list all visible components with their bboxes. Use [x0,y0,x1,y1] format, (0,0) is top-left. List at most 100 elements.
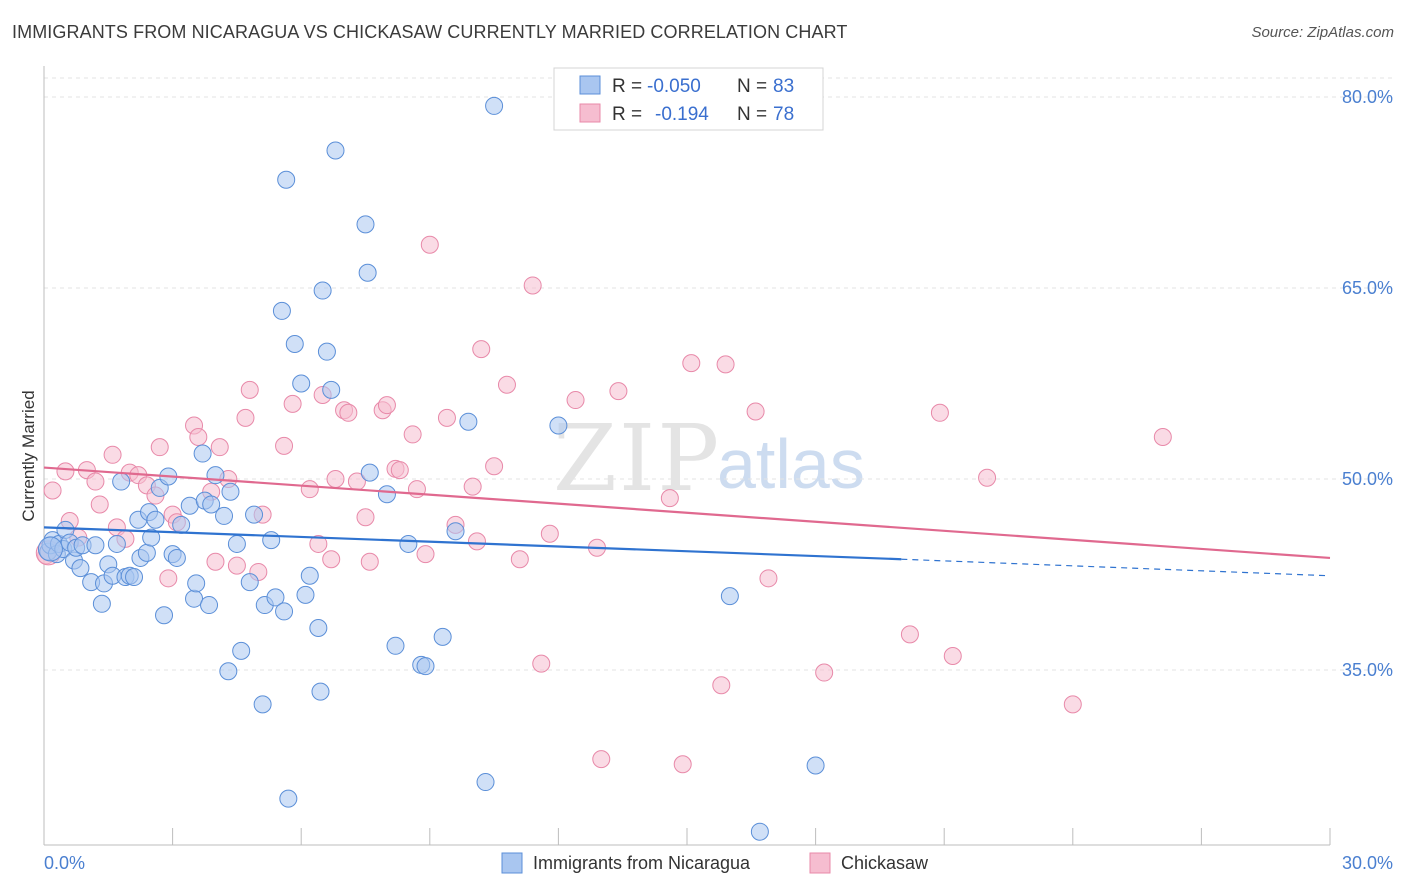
nicaragua-trend-line [43,526,902,561]
nicaragua-point [358,263,377,282]
nicaragua-point [71,559,90,578]
nicaragua-point [219,662,238,681]
nicaragua-point [155,606,174,625]
nicaragua-point [377,485,396,504]
chickasaw-point [90,495,109,514]
chickasaw-point [210,438,229,457]
nicaragua-point [549,416,568,435]
nicaragua-point [266,588,285,607]
chickasaw-point [930,403,949,422]
chickasaw-point [420,235,439,254]
chickasaw-point [227,556,246,575]
y-tick-label: 80.0% [1342,87,1393,107]
legend-r-value-1: -0.050 [647,76,701,97]
watermark: ZIP atlas [553,405,865,512]
series-legend: Immigrants from Nicaragua Chickasaw [501,852,929,874]
series-label-chickasaw: Chickasaw [841,853,929,873]
chickasaw-point [56,462,75,481]
chickasaw-point [943,646,962,665]
chickasaw-point [240,380,259,399]
nicaragua-point [215,506,234,525]
source-credit: Source: ZipAtlas.com [1251,24,1394,41]
nicaragua-point [360,463,379,482]
legend-n-value-2: 78 [773,104,794,125]
nicaragua-point-cluster [37,536,63,562]
chickasaw-point [377,396,396,415]
chickasaw-point [322,550,341,569]
nicaragua-point [253,695,272,714]
chickasaw-point [189,427,208,446]
chickasaw-point [609,382,628,401]
nicaragua-point [476,773,495,792]
chickasaw-point [540,524,559,543]
chickasaw-point [467,532,486,551]
chickasaw-point [236,408,255,427]
nicaragua-point [185,589,204,608]
chickasaw-trend-line [43,466,1331,560]
nicaragua-point [227,534,246,553]
chickasaw-point [339,403,358,422]
legend-r-value-2: -0.194 [655,104,709,125]
chickasaw-point [523,276,542,295]
nicaragua-point [262,531,281,550]
legend-r-label-2: R = [612,104,642,125]
chickasaw-point [746,402,765,421]
nicaragua-point [459,412,478,431]
chickasaw-point [497,375,516,394]
nicaragua-point [277,170,296,189]
chickasaw-point [43,481,62,500]
chickasaw-point [532,654,551,673]
nicaragua-point [317,342,336,361]
y-tick-labels: 35.0% 50.0% 65.0% 80.0% [1342,87,1393,680]
nicaragua-point [92,594,111,613]
nicaragua-point [356,215,375,234]
nicaragua-point [112,472,131,491]
chickasaw-point [1063,695,1082,714]
chickasaw-point [759,569,778,588]
nicaragua-point [285,335,304,354]
chickasaw-point [356,508,375,527]
chickasaw-point [815,663,834,682]
nicaragua-point [200,596,219,615]
chickasaw-point [673,755,692,774]
chickasaw-point [403,425,422,444]
nicaragua-point [137,543,156,562]
chickasaw-point [566,391,585,410]
chickasaw-point [86,472,105,491]
chickasaw-point [416,545,435,564]
nicaragua-point [275,602,294,621]
chart-title: IMMIGRANTS FROM NICARAGUA VS CHICKASAW C… [12,22,848,42]
nicaragua-point [180,496,199,515]
chickasaw-point [300,480,319,499]
chickasaw-point [206,552,225,571]
legend-swatch-pink [579,103,601,123]
nicaragua-point [446,522,465,541]
series-label-nicaragua: Immigrants from Nicaragua [533,853,751,873]
chickasaw-point [900,625,919,644]
nicaragua-point [485,96,504,115]
chickasaw-point [978,468,997,487]
chickasaw-point [472,340,491,359]
chickasaw-point [716,355,735,374]
nicaragua-point [296,585,315,604]
nicaragua-trend-extension [901,558,1331,577]
nicaragua-point [240,573,259,592]
nicaragua-point [279,789,298,808]
nicaragua-point [806,756,825,775]
nicaragua-point [313,281,332,300]
y-tick-label: 50.0% [1342,469,1393,489]
nicaragua-point [172,515,191,534]
nicaragua-point [311,682,330,701]
nicaragua-point [326,141,345,160]
nicaragua-point [206,466,225,485]
chickasaw-point [682,354,701,373]
nicaragua-point [322,380,341,399]
chickasaw-point [326,470,345,488]
chickasaw-point [463,477,482,496]
chickasaw-point [159,569,178,588]
chickasaw-point [150,438,169,457]
watermark-zip: ZIP [553,405,721,512]
nicaragua-point [193,444,212,463]
nicaragua-point [272,301,291,320]
